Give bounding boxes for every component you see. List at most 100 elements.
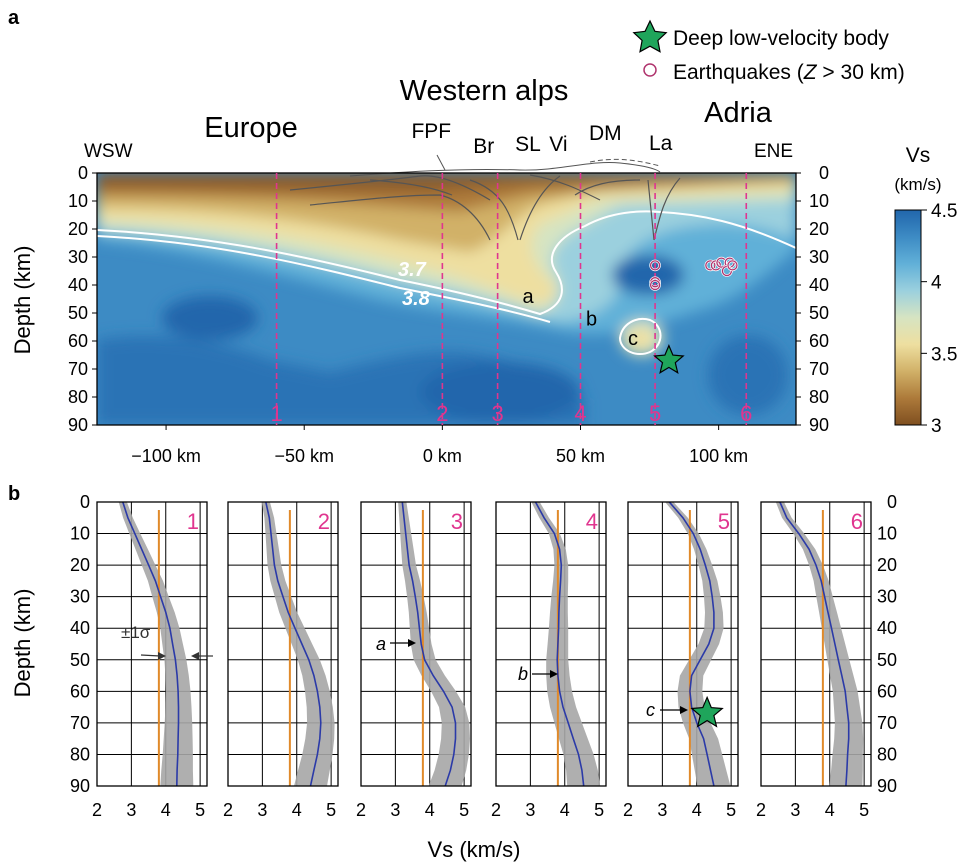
- profile-number: 3: [451, 509, 463, 534]
- arrowhead-a-icon: [408, 639, 416, 647]
- legend-star-icon: [632, 19, 668, 53]
- arrow-label-c: c: [646, 700, 655, 720]
- fault-labels: FPF Br SL Vi DM La: [411, 120, 672, 158]
- region-label-europe: Europe: [204, 112, 298, 144]
- legend-earthquake-icon: [643, 63, 657, 77]
- section-end-left: WSW: [84, 141, 133, 162]
- panel-b-y-tick-label: 40: [70, 618, 90, 638]
- profile-x-tick-label: 3: [257, 800, 267, 820]
- profile-x-tick-label: 5: [459, 800, 469, 820]
- profile-frame: [360, 501, 472, 787]
- panel-b-y-tick-label-right: 90: [877, 776, 897, 796]
- profile-label-1: 1: [270, 401, 282, 426]
- velocity-profile-line: [265, 501, 322, 787]
- uncertainty-band: [665, 502, 731, 786]
- panel-b-y-tick-label: 90: [70, 776, 90, 796]
- velocity-profile-line: [779, 501, 850, 787]
- colorbar-tick-label: 4: [931, 273, 942, 294]
- profile-panel-2: 2 2 3 4 5: [223, 501, 339, 820]
- x-tick-label: −100 km: [131, 446, 201, 466]
- panel-b-y-axis-label: Depth (km): [10, 589, 35, 698]
- velocity-profile-line: [122, 501, 180, 787]
- contour-label-37: 3.7: [398, 259, 427, 281]
- y-tick-label: 60: [68, 331, 88, 351]
- profile-x-tick-label: 2: [223, 800, 233, 820]
- profile-label-6: 6: [740, 401, 752, 426]
- colorbar-title: Vs: [906, 144, 931, 167]
- fault-label-vi: Vi: [549, 133, 567, 156]
- colorbar-ticks: 4.5 4 3.5 3: [921, 201, 957, 437]
- uncertainty-band: [531, 502, 601, 786]
- anomaly-label-a: a: [522, 286, 534, 308]
- fpf-leader-line: [436, 154, 446, 171]
- arrowhead-b-icon: [550, 670, 558, 678]
- profile-number: 2: [318, 509, 330, 534]
- panel-b-y-ticks-right: 0 10 20 30 40 50 60 70 80 90: [877, 492, 897, 796]
- panel-a-y-axis-label: Depth (km): [10, 246, 35, 355]
- y-tick-label: 10: [68, 191, 88, 211]
- profile-panel-6: 6 2 3 4 5: [756, 501, 872, 820]
- colorbar: Vs (km/s) 4.5 4 3.5 3: [894, 144, 957, 437]
- profile-x-tick-label: 2: [356, 800, 366, 820]
- arrowhead-c-icon: [680, 706, 688, 714]
- panel-b-y-tick-label-right: 20: [877, 555, 897, 575]
- sigma-arrowhead-left-icon: [158, 652, 166, 660]
- arrow-label-a: a: [376, 634, 386, 654]
- profile-x-tick-label: 4: [292, 800, 302, 820]
- y-tick-label-right: 90: [809, 415, 829, 435]
- profile-x-tick-label: 5: [326, 800, 336, 820]
- y-tick-label-right: 10: [809, 191, 829, 211]
- profile-x-tick-label: 5: [859, 800, 869, 820]
- x-tick-label: 0 km: [423, 446, 462, 466]
- y-tick-label: 40: [68, 275, 88, 295]
- panel-b-y-tick-label-right: 70: [877, 713, 897, 733]
- colorbar-unit: (km/s): [894, 175, 941, 194]
- profile-x-tick-label: 4: [425, 800, 435, 820]
- profile-x-tick-label: 2: [491, 800, 501, 820]
- velocity-profile-line: [534, 501, 585, 787]
- profile-x-tick-label: 3: [790, 800, 800, 820]
- profile-x-tick-label: 4: [560, 800, 570, 820]
- earthquake-marker: [705, 260, 716, 271]
- colorbar-gradient: [894, 209, 922, 426]
- y-tick-label: 20: [68, 219, 88, 239]
- uncertainty-band: [118, 502, 194, 786]
- anomaly-label-c: c: [628, 328, 638, 350]
- profile-label-2: 2: [436, 401, 448, 426]
- arrow-label-b: b: [518, 664, 528, 684]
- y-tick-label: 80: [68, 387, 88, 407]
- panel-b-x-axis-label: Vs (km/s): [428, 837, 521, 862]
- region-label-alps: Western alps: [400, 75, 569, 107]
- section-frame: [96, 172, 797, 426]
- profile-frame: [760, 501, 872, 787]
- panel-b-y-tick-label: 30: [70, 587, 90, 607]
- low-velocity-star-icon: [653, 344, 685, 374]
- panel-b-y-tick-label: 10: [70, 524, 90, 544]
- region-label-adria: Adria: [704, 97, 773, 129]
- colorbar-tick-label: 3: [931, 416, 942, 437]
- profile-number: 1: [187, 509, 199, 534]
- profile-x-tick-label: 5: [195, 800, 205, 820]
- profile-lines: 1 2 3 4 5 6: [270, 173, 752, 426]
- profile-label-4: 4: [574, 401, 586, 426]
- panel-b-y-tick-label-right: 60: [877, 681, 897, 701]
- panel-b-y-tick-label: 60: [70, 681, 90, 701]
- profile-panel-5: 5 2 3 4 5: [623, 501, 739, 820]
- profile-x-tick-label: 3: [657, 800, 667, 820]
- profile-label-3: 3: [491, 401, 503, 426]
- y-tick-label-right: 20: [809, 219, 829, 239]
- profile-number: 6: [851, 509, 863, 534]
- profile-number: 4: [586, 509, 598, 534]
- profile-x-tick-label: 2: [756, 800, 766, 820]
- profile-x-tick-label: 5: [726, 800, 736, 820]
- panel-b-letter: b: [8, 483, 20, 505]
- velocity-profile-line: [668, 501, 715, 787]
- y-tick-label-right: 40: [809, 275, 829, 295]
- panel-a: a Deep low-velocity body Earthquakes (Z …: [8, 7, 957, 466]
- panel-b-y-tick-label: 20: [70, 555, 90, 575]
- profile-label-5: 5: [649, 401, 661, 426]
- anomaly-label-b: b: [586, 309, 597, 331]
- profile-frame: [495, 501, 607, 787]
- panel-b-y-tick-label: 70: [70, 713, 90, 733]
